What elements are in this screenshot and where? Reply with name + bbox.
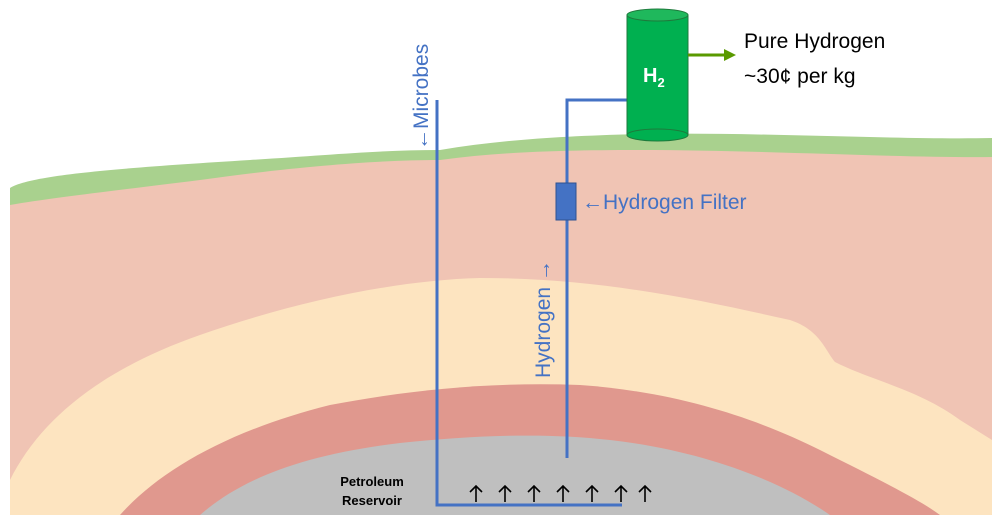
filter <box>556 183 576 220</box>
filter-label: ←Hydrogen Filter <box>582 191 747 214</box>
diagram: H2 ←Microbes Hydrogen → ←Hydrogen Filter… <box>0 0 992 515</box>
tank-bottom <box>627 129 688 141</box>
microbes-label: ←Microbes <box>410 44 433 150</box>
tank-top <box>627 9 688 21</box>
output-line1: Pure Hydrogen <box>744 30 885 53</box>
reservoir-line1: Petroleum <box>340 474 404 489</box>
output-arrowhead <box>724 49 736 61</box>
reservoir-line2: Reservoir <box>342 493 402 508</box>
output-line2: ~30¢ per kg <box>744 65 856 88</box>
h2-sub: 2 <box>657 75 664 90</box>
h2-main: H <box>643 65 657 87</box>
hydrogen-label: Hydrogen → <box>532 260 555 378</box>
